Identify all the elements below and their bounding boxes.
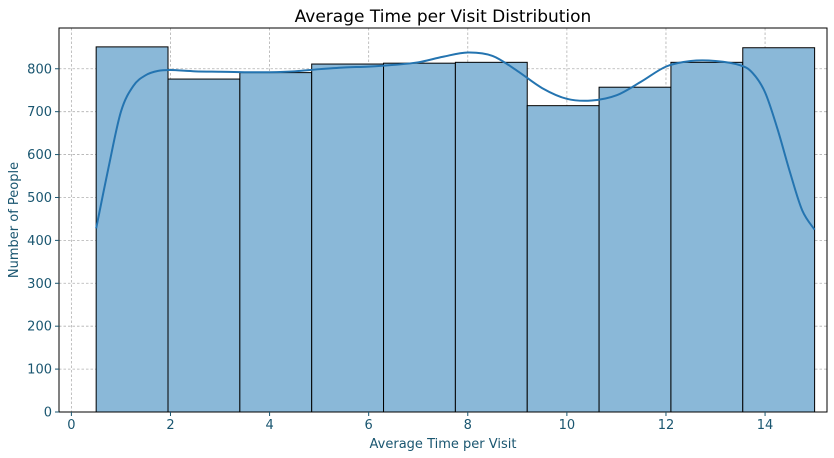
histogram-bar xyxy=(526,105,600,413)
x-tick-label: 2 xyxy=(166,418,174,433)
y-tick-label: 600 xyxy=(27,148,52,163)
x-tick-label: 10 xyxy=(559,418,576,433)
x-tick-label: 14 xyxy=(757,418,774,433)
y-tick-label: 400 xyxy=(27,234,52,249)
histogram-bar xyxy=(239,72,313,413)
kde-curve xyxy=(95,51,816,231)
histogram-bar xyxy=(598,86,672,413)
x-tick-label: 8 xyxy=(464,418,472,433)
bars-layer xyxy=(95,46,816,413)
y-tick-label: 500 xyxy=(27,191,52,206)
histogram-bar xyxy=(95,46,169,413)
histogram-bar xyxy=(742,47,816,413)
y-tick-label: 100 xyxy=(27,363,52,378)
y-tick-label: 300 xyxy=(27,277,52,292)
histogram-bar xyxy=(167,78,241,413)
x-axis-label: Average Time per Visit xyxy=(370,437,517,452)
y-tick-label: 0 xyxy=(44,406,52,421)
y-tick-label: 200 xyxy=(27,320,52,335)
x-tick-label: 4 xyxy=(265,418,273,433)
chart-title: Average Time per Visit Distribution xyxy=(295,7,592,27)
y-axis-ticks: 0 100 200 300 400 500 600 700 800 xyxy=(27,62,59,421)
histogram-bar xyxy=(670,61,744,413)
kde-layer xyxy=(95,51,816,231)
plot-frame xyxy=(58,27,828,413)
x-tick-label: 0 xyxy=(67,418,75,433)
x-tick-label: 6 xyxy=(365,418,373,433)
y-axis-label: Number of People xyxy=(7,162,22,278)
x-tick-label: 12 xyxy=(658,418,675,433)
histogram-bar xyxy=(311,63,385,413)
y-tick-label: 800 xyxy=(27,62,52,77)
x-axis-ticks: 0 2 4 6 8 10 12 14 xyxy=(67,412,773,433)
histogram-bar xyxy=(454,61,528,413)
y-tick-label: 700 xyxy=(27,105,52,120)
histogram-bar xyxy=(383,62,456,413)
